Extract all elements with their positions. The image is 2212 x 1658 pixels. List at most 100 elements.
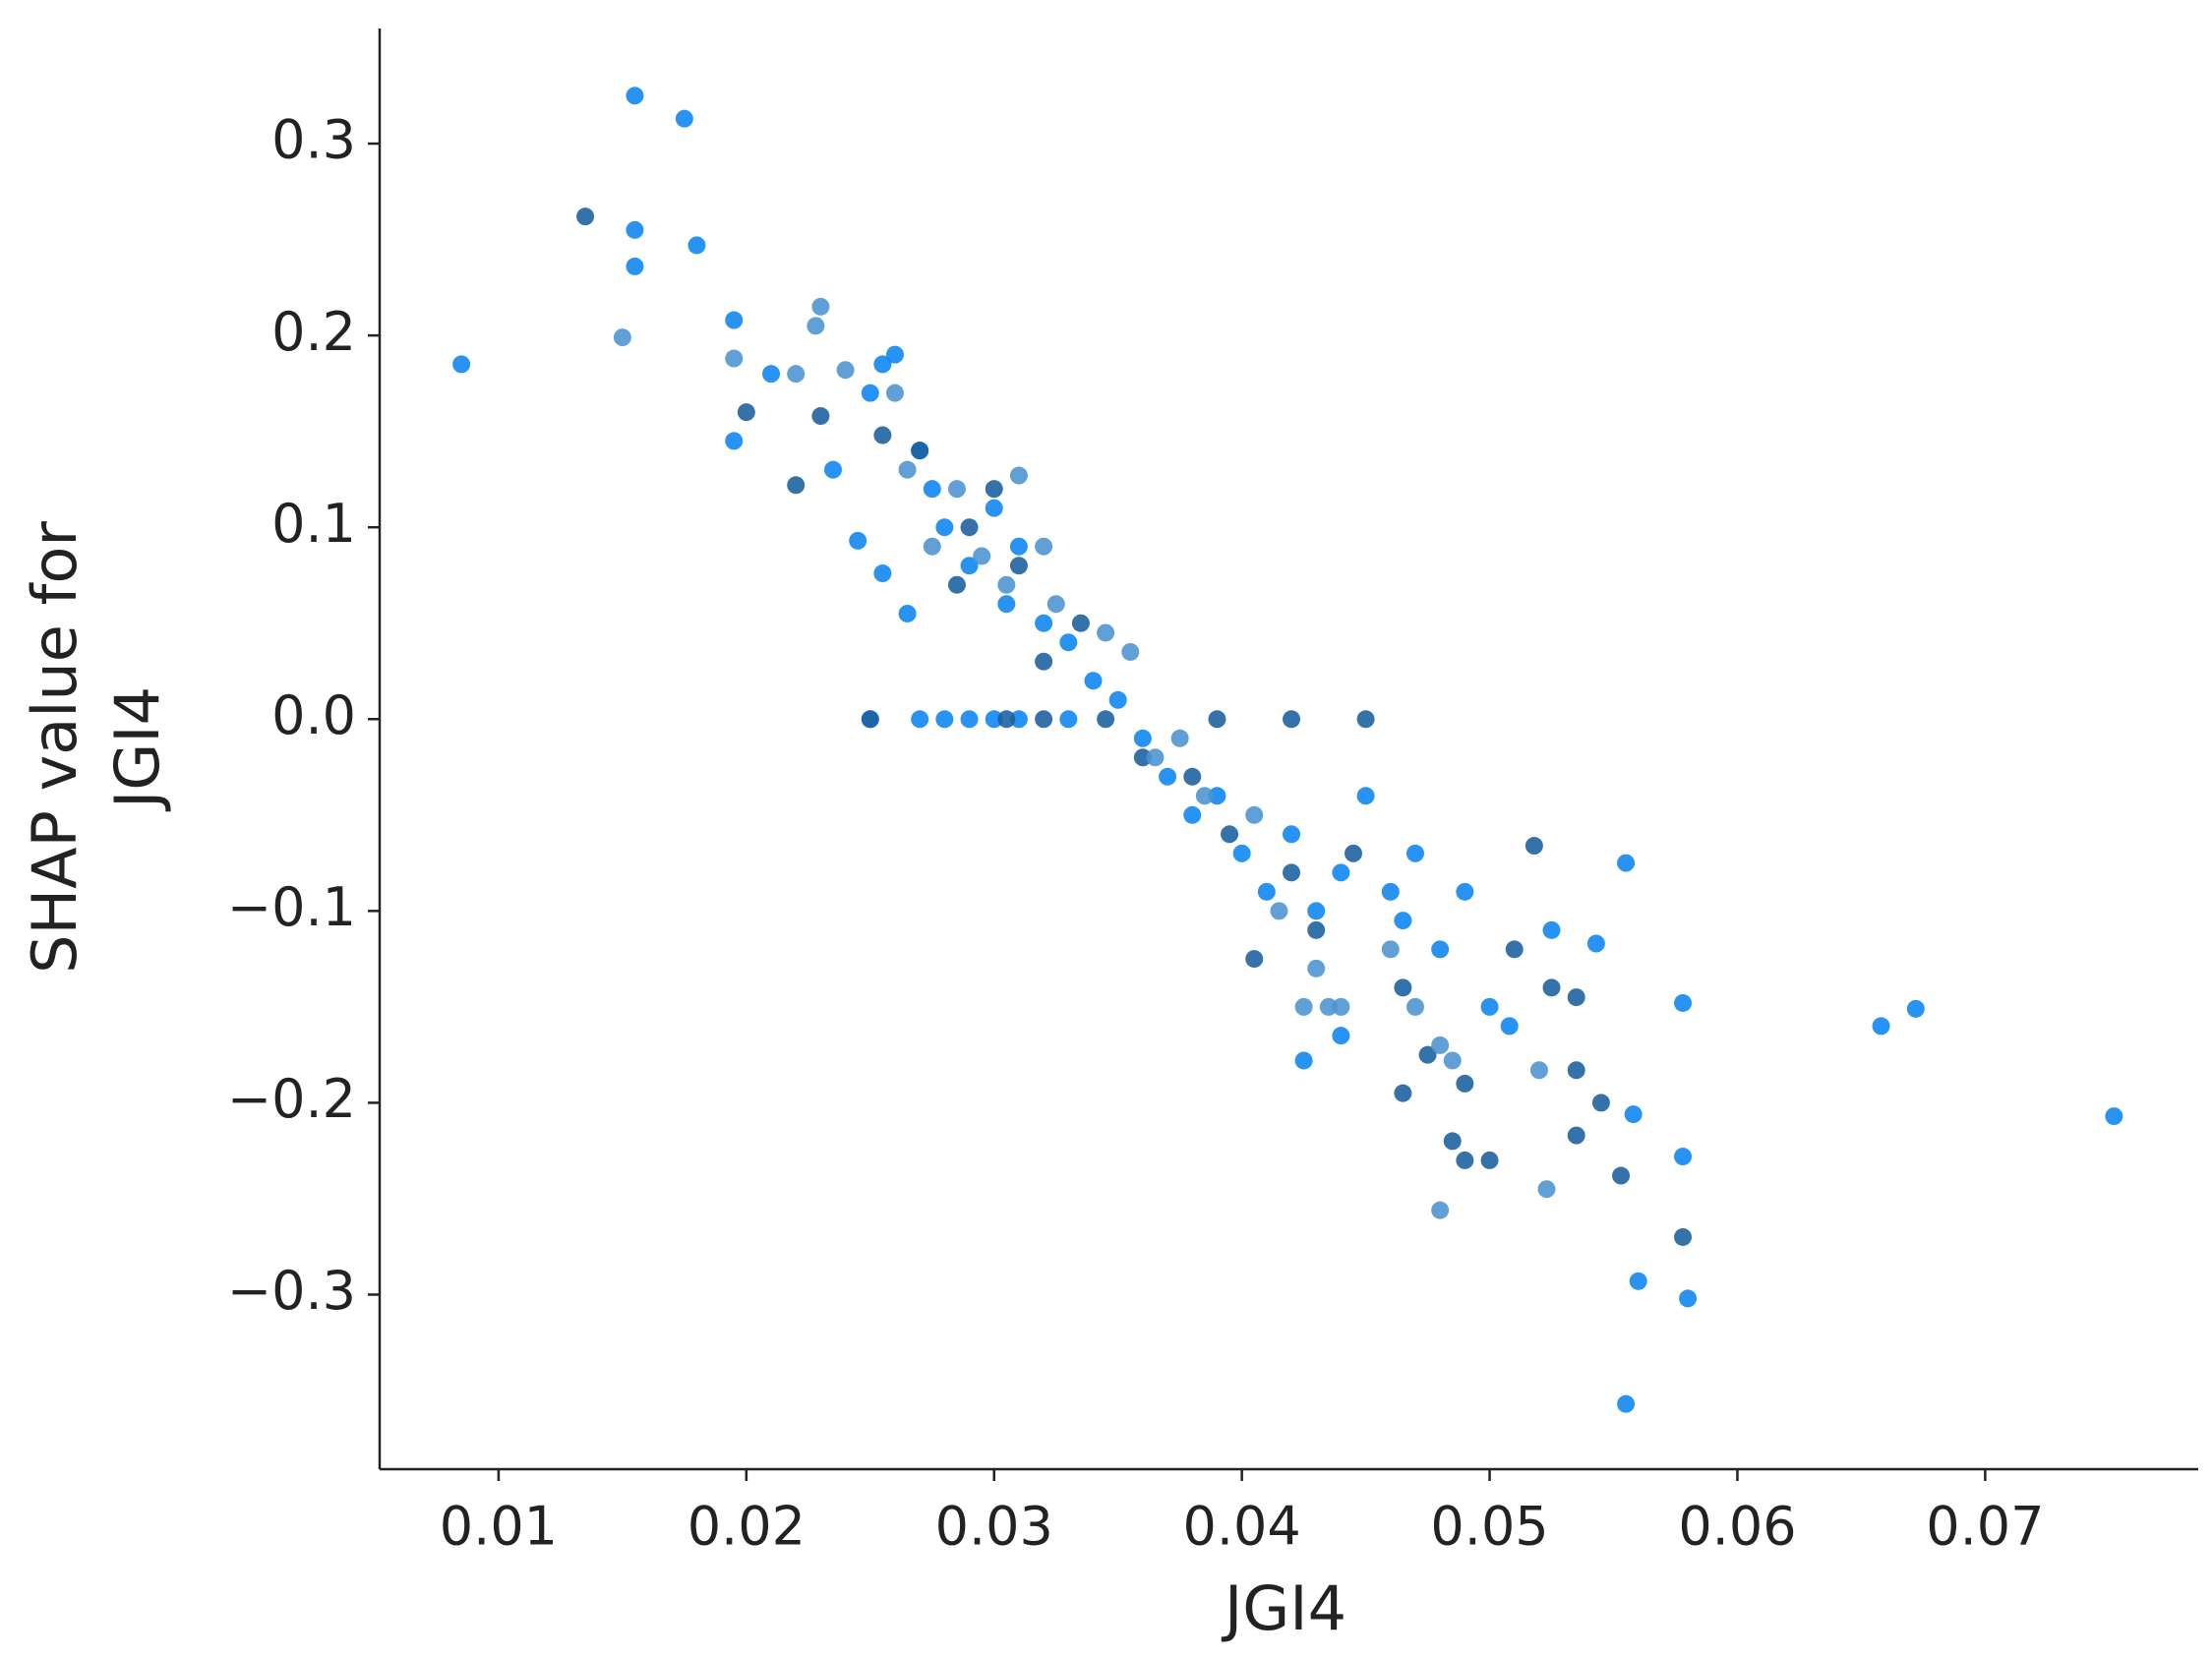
y-tick-label: −0.2 bbox=[227, 1068, 356, 1130]
scatter-point bbox=[1283, 825, 1301, 844]
scatter-point bbox=[935, 710, 954, 729]
scatter-point bbox=[1035, 652, 1053, 671]
scatter-point bbox=[1405, 997, 1424, 1016]
y-tick-label: 0.0 bbox=[271, 684, 356, 746]
scatter-point bbox=[807, 317, 825, 335]
scatter-point bbox=[1232, 844, 1251, 862]
scatter-point bbox=[923, 480, 941, 499]
scatter-point bbox=[1146, 748, 1165, 767]
scatter-point bbox=[1307, 959, 1326, 977]
scatter-point bbox=[1009, 466, 1028, 485]
scatter-point bbox=[911, 710, 929, 729]
scatter-point bbox=[1133, 729, 1152, 747]
scatter-point bbox=[1221, 825, 1239, 844]
scatter-point bbox=[1505, 940, 1524, 959]
scatter-point bbox=[1071, 614, 1090, 632]
scatter-point bbox=[911, 442, 929, 460]
scatter-point bbox=[1567, 1126, 1585, 1145]
scatter-point bbox=[1612, 1166, 1631, 1185]
scatter-point bbox=[1183, 767, 1202, 786]
scatter-point bbox=[1356, 787, 1375, 805]
scatter-point bbox=[873, 426, 892, 444]
x-tick-label: 0.01 bbox=[440, 1496, 558, 1558]
scatter-point bbox=[1195, 787, 1214, 805]
scatter-point bbox=[1097, 710, 1115, 729]
scatter-point bbox=[1586, 934, 1605, 953]
scatter-point bbox=[1294, 1051, 1313, 1070]
scatter-point bbox=[811, 297, 830, 316]
scatter-point bbox=[1257, 882, 1276, 901]
scatter-point bbox=[1009, 537, 1028, 556]
scatter-point bbox=[836, 361, 855, 380]
scatter-point bbox=[1624, 1105, 1643, 1124]
scatter-point bbox=[947, 575, 966, 594]
scatter-point bbox=[1480, 1151, 1499, 1169]
scatter-point bbox=[1906, 999, 1925, 1018]
scatter-point bbox=[960, 710, 979, 729]
scatter-point bbox=[675, 109, 693, 128]
scatter-point bbox=[1307, 902, 1326, 920]
y-tick-label: 0.1 bbox=[271, 493, 356, 555]
scatter-point bbox=[960, 518, 979, 537]
scatter-point bbox=[1872, 1017, 1890, 1036]
scatter-point bbox=[811, 407, 830, 426]
scatter-point bbox=[1381, 940, 1400, 959]
scatter-point bbox=[725, 349, 744, 368]
x-tick-label: 0.06 bbox=[1678, 1496, 1796, 1558]
y-tick-label: −0.1 bbox=[227, 876, 356, 938]
scatter-point bbox=[576, 207, 595, 226]
scatter-point bbox=[1617, 854, 1636, 872]
scatter-point bbox=[985, 499, 1003, 517]
scatter-point bbox=[1009, 710, 1028, 729]
scatter-point bbox=[1456, 1074, 1474, 1093]
scatter-point bbox=[725, 311, 744, 329]
scatter-point bbox=[688, 236, 706, 255]
scatter-point bbox=[1035, 537, 1053, 556]
scatter-point bbox=[1059, 710, 1078, 729]
scatter-point bbox=[626, 257, 644, 275]
scatter-point bbox=[2105, 1107, 2123, 1126]
scatter-point bbox=[1208, 787, 1226, 805]
scatter-point bbox=[1674, 993, 1693, 1012]
scatter-point bbox=[1679, 1289, 1698, 1308]
scatter-point bbox=[1283, 710, 1301, 729]
scatter-point bbox=[1456, 1151, 1474, 1169]
scatter-point bbox=[1307, 920, 1326, 939]
scatter-point bbox=[1270, 902, 1288, 920]
x-tick-label: 0.05 bbox=[1430, 1496, 1548, 1558]
scatter-point bbox=[1283, 863, 1301, 882]
scatter-point bbox=[861, 710, 879, 729]
scatter-point bbox=[1381, 882, 1400, 901]
scatter-point bbox=[1418, 1045, 1437, 1064]
scatter-point bbox=[1394, 978, 1412, 997]
scatter-point bbox=[1537, 1180, 1556, 1199]
scatter-point bbox=[1567, 988, 1585, 1007]
scatter-point bbox=[1294, 997, 1313, 1016]
scatter-point bbox=[1405, 844, 1424, 862]
scatter-point bbox=[997, 710, 1016, 729]
scatter-point bbox=[1344, 844, 1362, 862]
scatter-point bbox=[997, 595, 1016, 614]
scatter-point bbox=[1332, 997, 1350, 1016]
scatter-point bbox=[1059, 633, 1078, 652]
scatter-point bbox=[452, 355, 471, 374]
scatter-point bbox=[1591, 1094, 1610, 1112]
scatter-point bbox=[1319, 997, 1338, 1016]
scatter-point bbox=[626, 220, 644, 239]
scatter-point bbox=[973, 547, 991, 565]
scatter-point bbox=[1097, 623, 1115, 642]
scatter-point bbox=[1356, 710, 1375, 729]
scatter-point bbox=[849, 531, 867, 550]
x-axis-label: JGI4 bbox=[1221, 1572, 1346, 1644]
x-tick-label: 0.04 bbox=[1183, 1496, 1301, 1558]
scatter-point bbox=[935, 518, 954, 537]
scatter-point bbox=[947, 480, 966, 499]
scatter-point bbox=[898, 460, 917, 479]
scatter-point bbox=[1084, 672, 1103, 690]
x-tick-label: 0.03 bbox=[935, 1496, 1053, 1558]
scatter-point bbox=[1159, 767, 1177, 786]
scatter-point bbox=[1035, 614, 1053, 632]
scatter-point bbox=[1674, 1148, 1693, 1166]
scatter-point bbox=[787, 476, 806, 495]
